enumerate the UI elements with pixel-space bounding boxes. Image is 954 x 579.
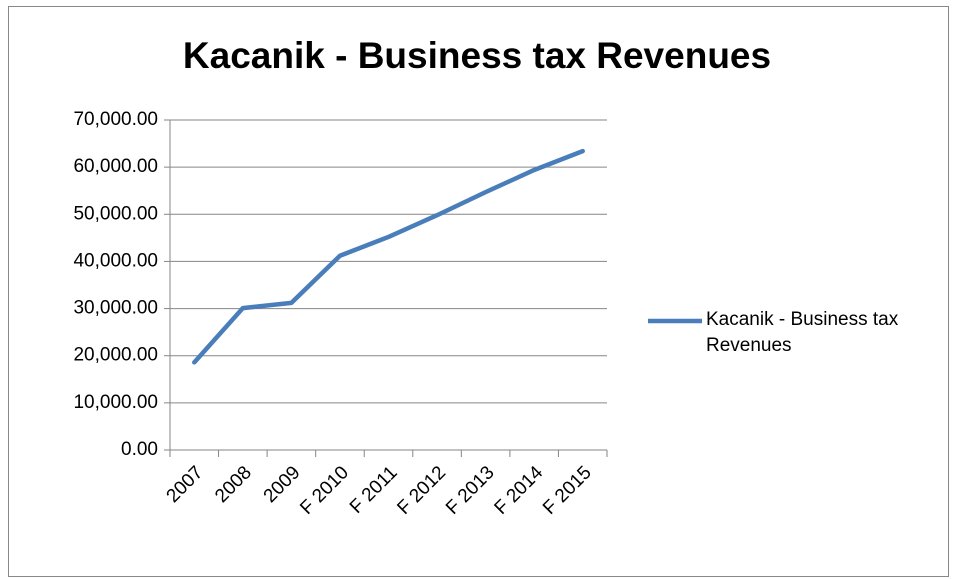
y-tick-label: 20,000.00 — [73, 345, 158, 366]
data-line — [192, 148, 585, 365]
chart-title: Kacanik - Business tax Revenues — [183, 35, 771, 76]
y-tick-label: 60,000.00 — [73, 156, 158, 177]
y-tick-label: 70,000.00 — [73, 109, 158, 130]
y-tick-label: 50,000.00 — [73, 203, 158, 224]
y-tick-label: 40,000.00 — [73, 250, 158, 271]
y-tick-label: 10,000.00 — [73, 392, 158, 413]
y-tick-label: 30,000.00 — [73, 298, 158, 319]
y-tick-label: 0.00 — [121, 439, 158, 460]
chart-border — [8, 6, 949, 577]
legend-label: Kacanik - Business tax Revenues — [706, 309, 899, 356]
